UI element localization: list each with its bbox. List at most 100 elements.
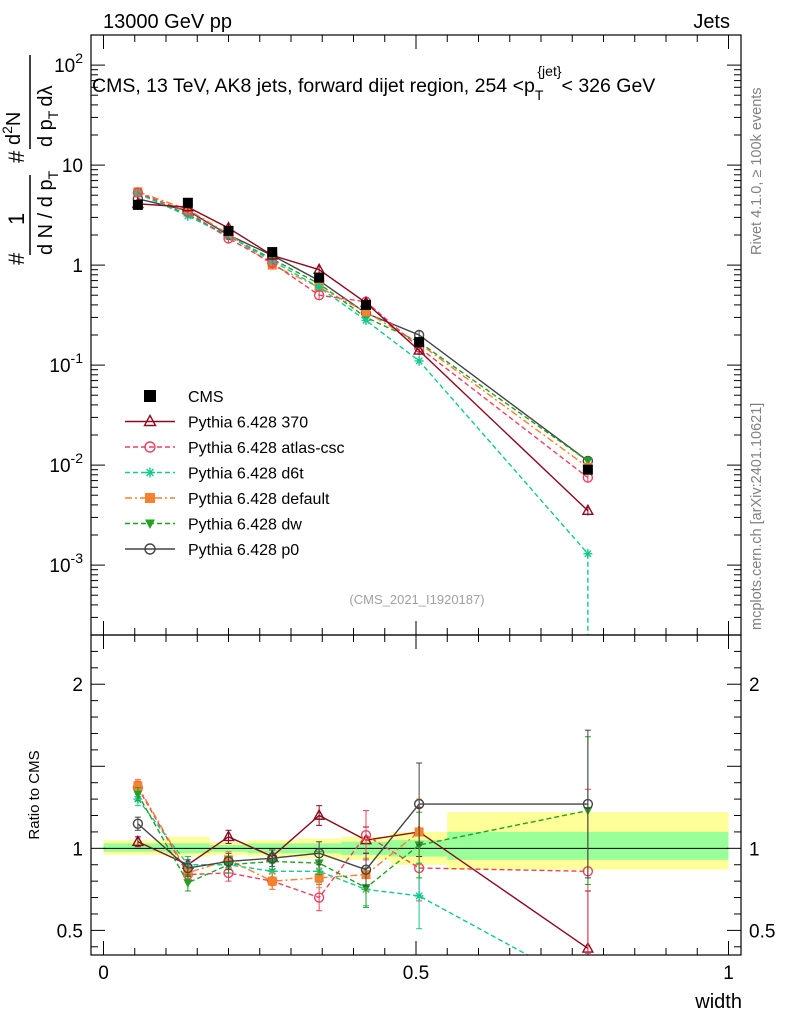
data-point xyxy=(583,457,593,466)
data-point xyxy=(132,199,143,210)
chart-title: CMS, 13 TeV, AK8 jets, forward dijet reg… xyxy=(92,63,655,103)
data-point xyxy=(361,299,371,310)
ratio-point xyxy=(360,830,372,841)
ratio-point xyxy=(182,862,194,874)
ylabel-hash-2: # xyxy=(4,150,29,163)
legend-label: CMS xyxy=(188,389,224,406)
y-tick-label: 102 xyxy=(54,50,83,77)
data-point xyxy=(314,272,325,283)
ylabel-one: 1 xyxy=(4,213,29,225)
data-point xyxy=(313,290,325,301)
legend-label: Pythia 6.428 d6t xyxy=(188,466,304,483)
series-line xyxy=(137,198,589,462)
x-tick-label: 0 xyxy=(98,963,109,984)
y-tick-label: 10 xyxy=(62,156,83,177)
chart-title-end: < 326 GeV xyxy=(562,75,656,97)
ratio-frame xyxy=(90,634,742,956)
legend-label: Pythia 6.428 default xyxy=(188,491,330,508)
series-line xyxy=(137,192,589,462)
ratio-plot-area xyxy=(131,729,595,955)
header-left: 13000 GeV pp xyxy=(103,11,232,33)
ratio-y-tick-label-right: 0.5 xyxy=(749,921,775,942)
band-inner-0 xyxy=(103,843,166,852)
ratio-point xyxy=(413,798,425,810)
data-point xyxy=(267,247,278,258)
legend-entry: CMS xyxy=(144,389,224,406)
ratio-y-tick-label: 0.5 xyxy=(57,921,83,942)
series-line xyxy=(137,203,589,512)
legend-entry: Pythia 6.428 dw xyxy=(125,517,302,534)
ylabel-denominator-2: d pTdλ xyxy=(35,86,61,148)
ratio-point xyxy=(222,829,235,842)
rivet-label: Rivet 4.1.0, ≥ 100k events xyxy=(749,87,765,255)
data-point xyxy=(412,343,426,355)
ratio-y-tick-label-right: 2 xyxy=(749,675,760,696)
ratio-point xyxy=(360,864,372,875)
series-line xyxy=(137,191,589,468)
ratio-line xyxy=(137,785,420,882)
data-point xyxy=(361,315,371,325)
data-point xyxy=(581,503,595,515)
y-tick-label: 1 xyxy=(72,256,83,277)
ratio-point xyxy=(313,892,325,903)
ratio-point xyxy=(267,876,277,886)
legend-marker xyxy=(145,467,155,478)
ratio-point xyxy=(133,790,143,800)
series-pythia-6-428-atlas-csc xyxy=(132,187,594,483)
ylabel-hash-1: # xyxy=(4,252,29,265)
legend-entry: Pythia 6.428 370 xyxy=(125,414,308,432)
ratio-point xyxy=(267,852,278,864)
chart-title-main: CMS, 13 TeV, AK8 jets, forward dijet reg… xyxy=(92,75,535,97)
axes: 10-3 10-2 10-1 1 10 102 0 0.5 1 0.5 0.5 1 1 2 2 xyxy=(49,34,775,984)
legend-entry: Pythia 6.428 d6t xyxy=(125,466,304,483)
ratio-point xyxy=(183,879,193,888)
ratio-line xyxy=(137,787,588,899)
legend-marker xyxy=(145,493,155,503)
ratio-point xyxy=(414,841,424,851)
data-point xyxy=(414,356,424,366)
x-tick-label: 0.5 xyxy=(403,963,429,984)
ratio-series-pythia-6-428-default xyxy=(133,778,424,892)
legend: CMS Pythia 6.428 370 Pythia 6.428 atlas-cs… xyxy=(125,389,345,559)
x-tick-label: 1 xyxy=(723,963,734,984)
ratio-y-tick-label: 1 xyxy=(72,839,83,860)
legend-entry: Pythia 6.428 p0 xyxy=(125,542,299,559)
legend-entry: Pythia 6.428 default xyxy=(125,491,330,508)
ylabel-denominator: d N / d pT xyxy=(35,170,61,255)
legend-marker xyxy=(145,519,155,529)
legend-label: Pythia 6.428 p0 xyxy=(188,542,299,559)
ratio-line xyxy=(137,793,589,889)
ylabel-numerator: d2N xyxy=(0,112,25,145)
ratio-line xyxy=(137,814,589,950)
header-right: Jets xyxy=(693,11,730,33)
y-tick-label: 10-1 xyxy=(49,350,83,377)
data-point xyxy=(582,464,593,475)
ratio-point xyxy=(314,873,324,883)
ratio-uncertainty-bands xyxy=(103,812,729,870)
ratio-point xyxy=(267,866,277,876)
ratio-y-tick-label: 2 xyxy=(72,675,83,696)
data-point xyxy=(414,337,425,348)
y-tick-label: 10-3 xyxy=(49,550,83,577)
legend-entry: Pythia 6.428 atlas-csc xyxy=(125,440,345,457)
ratio-point xyxy=(414,891,424,901)
main-ylabel: # 1 d N / d pT # d2N d pTdλ xyxy=(0,55,61,265)
ratio-point xyxy=(131,834,145,847)
mcplots-label: mcplots.cern.ch [arXiv:2401.10621] xyxy=(749,403,765,630)
ratio-point xyxy=(582,798,594,810)
chart-title-sup: {jet} xyxy=(537,63,561,79)
data-point xyxy=(361,307,371,317)
ratio-series-pythia-6-428-p0 xyxy=(132,729,594,887)
legend-label: Pythia 6.428 atlas-csc xyxy=(188,440,345,457)
ratio-line xyxy=(137,798,530,955)
series-line xyxy=(137,192,589,555)
ratio-line xyxy=(137,803,588,871)
data-point xyxy=(314,282,324,292)
analysis-watermark: (CMS_2021_I1920187) xyxy=(349,592,484,607)
x-axis-label: width xyxy=(694,991,742,1013)
ratio-y-tick-label-right: 1 xyxy=(749,839,760,860)
legend-marker xyxy=(144,390,156,402)
ratio-point xyxy=(313,848,325,859)
series-cms xyxy=(132,197,593,475)
